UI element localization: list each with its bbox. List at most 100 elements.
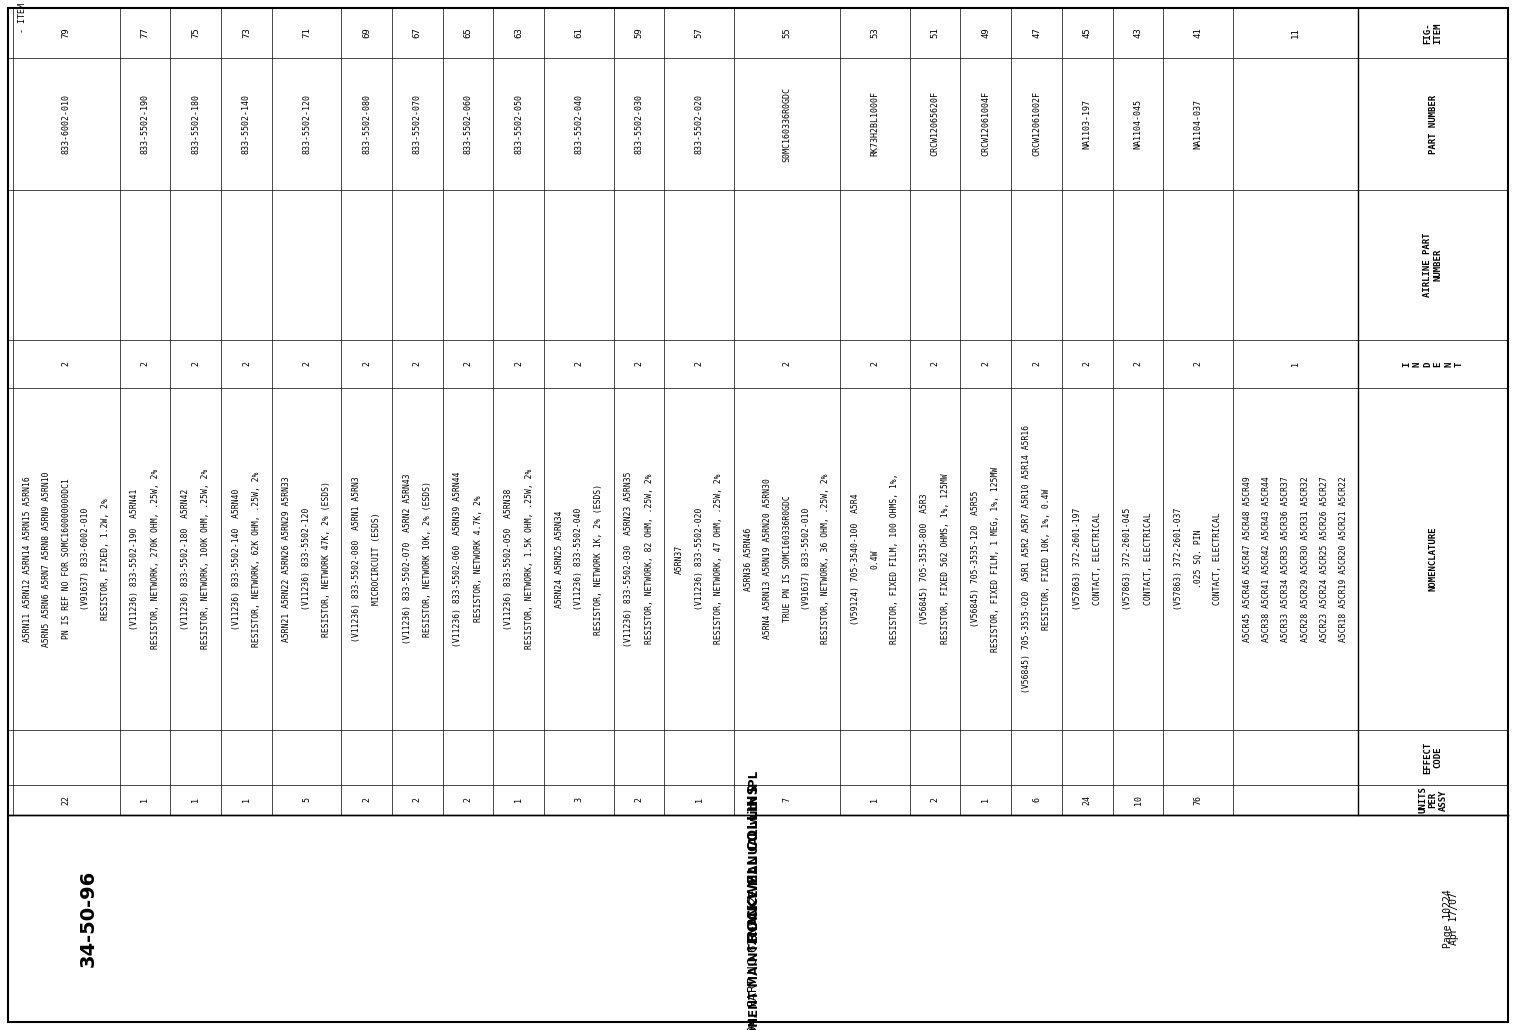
Text: 2: 2 [362,362,371,367]
Text: 2: 2 [1134,362,1143,367]
Text: 2: 2 [575,362,584,367]
Text: 1: 1 [694,797,703,802]
Text: 41: 41 [1193,28,1202,38]
Text: RESISTOR, NETWORK 10K, 2% (ESDS): RESISTOR, NETWORK 10K, 2% (ESDS) [423,481,432,637]
Text: TRUE PN IS SOMC160336R0GDC: TRUE PN IS SOMC160336R0GDC [782,495,791,622]
Text: CRCW12065620F: CRCW12065620F [931,92,940,157]
Text: 6: 6 [1032,797,1041,802]
Text: A5CR23 A5CR24 A5CR25 A5CR26 A5CR27: A5CR23 A5CR24 A5CR25 A5CR26 A5CR27 [1320,476,1330,642]
Text: 76: 76 [1193,795,1202,805]
Text: A5RN24 A5RN25 A5RN34: A5RN24 A5RN25 A5RN34 [555,510,564,608]
Text: I
N
D
E
N
T: I N D E N T [1402,362,1463,367]
Text: RESISTOR, FIXED FILM, 1 MEG, 1%, 125MW: RESISTOR, FIXED FILM, 1 MEG, 1%, 125MW [991,467,1001,652]
Text: 2: 2 [464,797,473,802]
Text: 2: 2 [1032,362,1041,367]
Text: (V11236) 833-5502-020: (V11236) 833-5502-020 [694,508,703,610]
Text: 2: 2 [362,797,371,802]
Text: RESISTOR, NETWORK, 100K OHM, .25W, 2%: RESISTOR, NETWORK, 100K OHM, .25W, 2% [202,469,211,649]
Text: RESISTOR, FIXED 562 OHMS, 1%, 125MW: RESISTOR, FIXED 562 OHMS, 1%, 125MW [941,474,949,645]
Text: 833-5502-080: 833-5502-080 [362,94,371,154]
Text: RESISTOR, NETWORK, 47 OHM, .25W, 2%: RESISTOR, NETWORK, 47 OHM, .25W, 2% [714,474,723,645]
Text: 2: 2 [62,362,71,367]
Text: .025 SQ. PIN: .025 SQ. PIN [1193,529,1202,588]
Text: RESISTOR, NETWORK, 270K OHM, .25W, 2%: RESISTOR, NETWORK, 270K OHM, .25W, 2% [150,469,159,649]
Text: 5: 5 [302,797,311,802]
Text: 1: 1 [870,797,879,802]
Text: A5RN4 A5RN13 A5RN19 A5RN20 A5RN30: A5RN4 A5RN13 A5RN19 A5RN20 A5RN30 [763,479,772,640]
Text: 2: 2 [514,362,523,367]
Text: 2: 2 [1193,362,1202,367]
Text: 2: 2 [243,362,252,367]
Text: CONTACT, ELECTRICAL: CONTACT, ELECTRICAL [1143,513,1152,606]
Text: 71: 71 [302,28,311,38]
Text: 2: 2 [981,362,990,367]
Text: A5CR45 A5CR46 A5CR47 A5CR48 A5CR49: A5CR45 A5CR46 A5CR47 A5CR48 A5CR49 [1243,476,1252,642]
Text: 1: 1 [1292,362,1299,367]
Text: 24: 24 [1082,795,1092,805]
Text: TDR-94,  PART NO 622-9352: TDR-94, PART NO 622-9352 [747,896,761,1030]
Text: 833-5502-070: 833-5502-070 [412,94,421,154]
Text: RESISTOR, NETWORK 4.7K, 2%: RESISTOR, NETWORK 4.7K, 2% [475,495,482,622]
Text: 79: 79 [62,28,71,38]
Text: (V11236) 833-5502-060  A5RN39 A5RN44: (V11236) 833-5502-060 A5RN39 A5RN44 [453,472,462,647]
Text: (V57863) 372-2601-037: (V57863) 372-2601-037 [1173,508,1182,610]
Text: A5RN21 A5RN22 A5RN26 A5RN29 A5RN33: A5RN21 A5RN22 A5RN26 A5RN29 A5RN33 [282,476,291,642]
Text: 2: 2 [931,797,940,802]
Text: 2: 2 [464,362,473,367]
Text: Apr 17/07: Apr 17/07 [1437,892,1458,945]
Text: A5CR38 A5CR41 A5CR42 A5CR43 A5CR44: A5CR38 A5CR41 A5CR42 A5CR43 A5CR44 [1261,476,1270,642]
Text: 833-5502-060: 833-5502-060 [464,94,473,154]
Text: A5RN11 A5RN12 A5RN14 A5RN15 A5RN16: A5RN11 A5RN12 A5RN14 A5RN15 A5RN16 [23,476,32,642]
Text: RESISTOR, NETWORK 47K, 2% (ESDS): RESISTOR, NETWORK 47K, 2% (ESDS) [321,481,330,637]
Text: (V11236) 833-5502-050  A5RN38: (V11236) 833-5502-050 A5RN38 [505,488,514,629]
Text: (V56845) 705-3535-020  A5R1 A5R2 A5R7 A5R10 A5R14 A5R16: (V56845) 705-3535-020 A5R1 A5R2 A5R7 A5R… [1022,425,1031,693]
Text: A5CR28 A5CR29 A5CR30 A5CR31 A5CR32: A5CR28 A5CR29 A5CR30 A5CR31 A5CR32 [1301,476,1310,642]
Text: 63: 63 [514,28,523,38]
Text: 833-5502-120: 833-5502-120 [302,94,311,154]
Text: RK73H2BL1000F: RK73H2BL1000F [870,92,879,157]
Text: ROCKWELL COLLINS: ROCKWELL COLLINS [747,785,761,942]
Text: RESISTOR, FIXED, 1.2W, 2%: RESISTOR, FIXED, 1.2W, 2% [100,499,109,620]
Text: RESISTOR, NETWORK, 1.5K OHM, .25W, 2%: RESISTOR, NETWORK, 1.5K OHM, .25W, 2% [525,469,534,649]
Text: 57: 57 [694,28,703,38]
Text: COMPONENT MAINTENANCE MANUAL with IPL: COMPONENT MAINTENANCE MANUAL with IPL [747,770,761,1030]
Text: 2: 2 [141,362,150,367]
Text: 1: 1 [981,797,990,802]
Text: (V11236) 833-5502-040: (V11236) 833-5502-040 [575,508,584,610]
Text: 34-50-96: 34-50-96 [79,870,97,967]
Text: 2: 2 [302,362,311,367]
Text: 833-5502-030: 833-5502-030 [635,94,643,154]
Text: 2: 2 [635,797,643,802]
Text: RESISTOR, FIXED FILM, 100 OHMS, 1%,: RESISTOR, FIXED FILM, 100 OHMS, 1%, [890,474,899,645]
Text: 59: 59 [635,28,643,38]
Text: 49: 49 [981,28,990,38]
Text: 2: 2 [1082,362,1092,367]
Text: 2: 2 [870,362,879,367]
Text: CRCW12061004F: CRCW12061004F [981,92,990,157]
Text: 833-5502-140: 833-5502-140 [243,94,252,154]
Text: Page 10224: Page 10224 [1443,889,1452,948]
Text: 2: 2 [694,362,703,367]
Text: PN IS REF NO FOR SOMC160000000DC1: PN IS REF NO FOR SOMC160000000DC1 [62,479,71,640]
Text: (V11236) 833-5502-070  A5RN2 A5RN43: (V11236) 833-5502-070 A5RN2 A5RN43 [403,474,412,645]
Text: 833-5502-040: 833-5502-040 [575,94,584,154]
Text: RESISTOR, NETWORK, 82 OHM, .25W, 2%: RESISTOR, NETWORK, 82 OHM, .25W, 2% [644,474,653,645]
Text: CONTACT, ELECTRICAL: CONTACT, ELECTRICAL [1213,513,1222,606]
Text: S0MC160336R0GDC: S0MC160336R0GDC [782,87,791,162]
Text: (V91637) 833-6002-010: (V91637) 833-6002-010 [82,508,89,610]
Text: (V57863) 372-2601-045: (V57863) 372-2601-045 [1123,508,1132,610]
Text: PART NUMBER: PART NUMBER [1428,95,1437,153]
Text: CONTACT, ELECTRICAL: CONTACT, ELECTRICAL [1093,513,1102,606]
Text: 43: 43 [1134,28,1143,38]
Text: 7: 7 [782,797,791,802]
Text: (V11236) 833-5502-140  A5RN40: (V11236) 833-5502-140 A5RN40 [232,488,241,629]
Text: RESISTOR, NETWORK, 62K OHM, .25W, 2%: RESISTOR, NETWORK, 62K OHM, .25W, 2% [252,472,261,647]
Text: RESISTOR, NETWORK 1K, 2% (ESDS): RESISTOR, NETWORK 1K, 2% (ESDS) [594,483,603,634]
Text: 833-6002-010: 833-6002-010 [62,94,71,154]
Text: RESISTOR, NETWORK, 36 OHM, .25W, 2%: RESISTOR, NETWORK, 36 OHM, .25W, 2% [822,474,831,645]
Text: (V59124) 705-3540-100  A5R4: (V59124) 705-3540-100 A5R4 [850,493,860,625]
Text: 67: 67 [412,28,421,38]
Text: 2: 2 [931,362,940,367]
Text: CRCW12061002F: CRCW12061002F [1032,92,1041,157]
Text: (V56845) 705-3535-800  A5R3: (V56845) 705-3535-800 A5R3 [920,493,929,625]
